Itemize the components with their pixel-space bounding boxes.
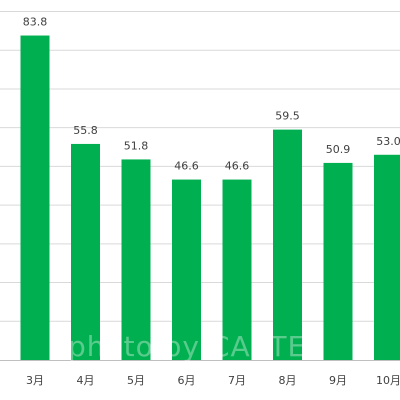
x-tick-label: 3月 <box>26 374 44 387</box>
watermark-text: photo by CASTEL <box>68 330 323 363</box>
data-label: 51.8 <box>124 139 149 152</box>
data-labels: 83.8 55.8 51.8 46.6 46.6 59.5 50.9 53.0 <box>23 16 400 173</box>
x-tick-label: 5月 <box>127 374 145 387</box>
bar-8月 <box>273 129 302 360</box>
data-label: 50.9 <box>326 143 351 156</box>
bar-3月 <box>20 35 50 361</box>
bars <box>20 35 400 361</box>
bar-10月 <box>374 154 400 360</box>
data-label: 46.6 <box>174 160 199 173</box>
x-tick-label: 9月 <box>329 374 347 387</box>
data-label: 53.0 <box>376 135 400 148</box>
data-label: 59.5 <box>275 110 300 123</box>
x-tick-label: 4月 <box>77 374 95 387</box>
data-label: 46.6 <box>225 160 250 173</box>
x-tick-label: 8月 <box>279 374 297 387</box>
x-tick-labels: 3月 4月 5月 6月 7月 8月 9月 10月 <box>26 374 400 387</box>
x-tick-label: 10月 <box>376 374 400 387</box>
bar-6月 <box>172 179 201 360</box>
data-label: 55.8 <box>73 124 98 137</box>
x-tick-label: 6月 <box>178 374 196 387</box>
bar-5月 <box>121 159 151 360</box>
x-tick-label: 7月 <box>228 374 246 387</box>
data-label: 83.8 <box>23 16 48 29</box>
gridlines <box>0 11 400 322</box>
bar-4月 <box>71 143 100 360</box>
bar-9月 <box>323 162 353 360</box>
bar-7月 <box>222 179 252 360</box>
